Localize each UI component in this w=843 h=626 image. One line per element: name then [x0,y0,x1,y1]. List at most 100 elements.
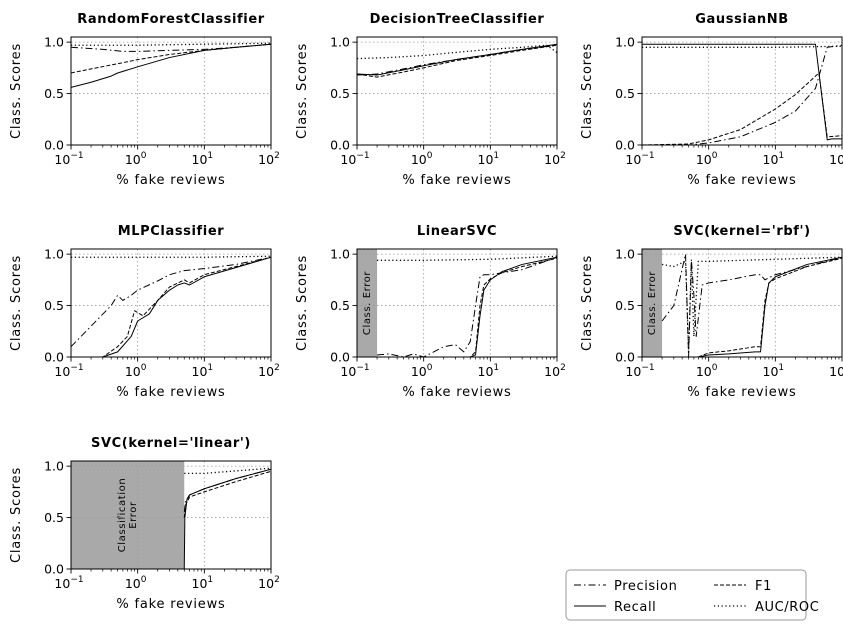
chart-4-y-tick-label-2: 0.5 [44,298,64,313]
chart-4-series-precision [71,256,271,348]
chart-2-y-tick-label-3: 1.0 [330,35,350,50]
chart-7-error-region [71,461,185,569]
chart-2-series-recall [357,43,557,76]
chart-4-x-tick-label-1: 10−1 [54,363,83,379]
chart-6-y-tick-label-3: 1.0 [615,247,635,262]
chart-4-frame [70,248,272,358]
chart-7-y-axis-label: Class. Scores [9,467,24,563]
chart-7-y-tick-label-3: 1.0 [44,459,64,474]
chart-7-y-tick-label-1: 0.0 [44,562,64,577]
legend-label-f1: F1 [755,579,772,594]
chart-6-title: SVC(kernel='rbf') [673,224,810,239]
chart-6-x-axis-label: % fake reviews [687,385,796,400]
chart-5-series-precision [377,256,557,357]
chart-3-x-tick-label-3: 101 [763,151,785,167]
chart-4-y-axis-label: Class. Scores [9,255,24,351]
chart-2-y-axis-label: Class. Scores [295,43,310,139]
chart-3-y-tick-label-3: 1.0 [615,35,635,50]
chart-7-series-f1 [183,470,271,518]
chart-5-x-tick-label-3: 101 [478,363,500,379]
legend-frame [565,569,807,621]
chart-3-x-axis-label: % fake reviews [687,173,796,188]
chart-7-x-tick-label-4: 102 [258,575,280,591]
chart-4-x-axis-label: % fake reviews [116,385,225,400]
chart-5-y-tick-label-2: 0.5 [330,298,350,313]
chart-6-x-tick-label-2: 100 [696,363,718,379]
chart-4-series-f1 [71,256,271,357]
chart-3-series-auc-roc [642,45,842,48]
chart-5-error-region [357,249,378,357]
chart-3-x-tick-label-4: 102 [829,151,843,167]
chart-4-series-auc-roc [71,255,271,258]
chart-1-x-tick-label-2: 100 [125,151,147,167]
chart-4: 10−1 100 101 102 0.0 0.5 1.0 MLPClassifier % fak… [9,224,280,400]
chart-2-frame [356,36,558,146]
chart-6-y-tick-label-2: 0.5 [615,298,635,313]
chart-5-x-tick-label-2: 100 [411,363,433,379]
chart-7-y-tick-label-2: 0.5 [44,510,64,525]
chart-6: Class. Error 10−1 100 101 102 0.0 0.5 1.0 SVC(ke… [580,224,843,400]
chart-7-title: SVC(kernel='linear') [91,436,251,451]
chart-3-y-tick-label-1: 0.0 [615,138,635,153]
chart-7-series-precision [183,468,271,513]
chart-5-y-axis-label: Class. Scores [295,255,310,351]
chart-5-series-f1 [377,257,557,357]
chart-2: 10−1 100 101 102 0.0 0.5 1.0 DecisionTreeClassi… [295,12,566,188]
chart-2-series-auc-roc [357,44,557,60]
chart-2-x-tick-label-3: 101 [478,151,500,167]
chart-6-series-precision [661,253,842,357]
chart-3-y-axis-label: Class. Scores [580,43,595,139]
chart-7-series-recall [183,468,271,569]
chart-1-series-auc-roc [71,42,271,46]
chart-5-series-recall [377,256,557,357]
chart-3-frame [641,36,843,146]
chart-6-error-region [642,249,663,357]
chart-5-y-tick-label-3: 1.0 [330,247,350,262]
chart-7-x-tick-label-1: 10−1 [54,575,83,591]
chart-1-series-recall [71,43,271,88]
chart-5-y-tick-label-1: 0.0 [330,350,350,365]
chart-1-y-axis-label: Class. Scores [9,43,24,139]
legend-label-precision: Precision [614,579,677,594]
chart-7-error-label-1: Classification [117,478,128,553]
chart-1-frame [70,36,272,146]
chart-2-y-tick-label-1: 0.0 [330,138,350,153]
chart-4-y-tick-label-3: 1.0 [44,247,64,262]
chart-7-series-auc-roc [184,467,271,474]
chart-1-y-tick-label-2: 0.5 [44,86,64,101]
chart-1-title: RandomForestClassifier [77,12,265,27]
chart-4-x-tick-label-3: 101 [192,363,214,379]
chart-3-series-precision [642,44,842,145]
chart-1-x-tick-label-3: 101 [192,151,214,167]
chart-7-x-axis-label: % fake reviews [116,597,225,612]
chart-6-x-tick-label-1: 10−1 [625,363,654,379]
chart-5-frame [356,248,558,358]
chart-6-y-axis-label: Class. Scores [580,255,595,351]
chart-3: 10−1 100 101 102 0.0 0.5 1.0 GaussianNB % fake r… [580,12,843,188]
chart-4-x-tick-label-2: 100 [125,363,147,379]
legend: Precision F1 Recall AUC/ROC [565,569,819,621]
chart-2-x-tick-label-1: 10−1 [340,151,369,167]
chart-7-error-label-2: Error [128,501,139,529]
chart-7-x-tick-label-3: 101 [192,575,214,591]
chart-1-x-tick-label-4: 102 [258,151,280,167]
chart-5-series-auc-roc [377,255,557,261]
chart-5-x-tick-label-1: 10−1 [340,363,369,379]
chart-4-title: MLPClassifier [118,224,225,239]
chart-6-frame [641,248,843,358]
chart-3-series-recall [642,43,842,141]
chart-1-x-tick-label-1: 10−1 [54,151,83,167]
legend-label-auc: AUC/ROC [755,600,819,615]
chart-6-error-label: Class. Error [647,271,658,336]
chart-6-x-tick-label-4: 102 [829,363,843,379]
chart-3-title: GaussianNB [695,12,788,27]
chart-2-title: DecisionTreeClassifier [370,12,545,27]
chart-7-x-tick-label-2: 100 [125,575,147,591]
chart-6-series-recall [662,256,842,357]
chart-1: 10−1 100 101 102 0.0 0.5 1.0 RandomForestClassi… [9,12,280,188]
chart-7-frame [70,460,272,570]
chart-5-error-label: Class. Error [362,271,373,336]
chart-2-series-f1 [357,44,557,78]
chart-1-y-tick-label-1: 0.0 [44,138,64,153]
